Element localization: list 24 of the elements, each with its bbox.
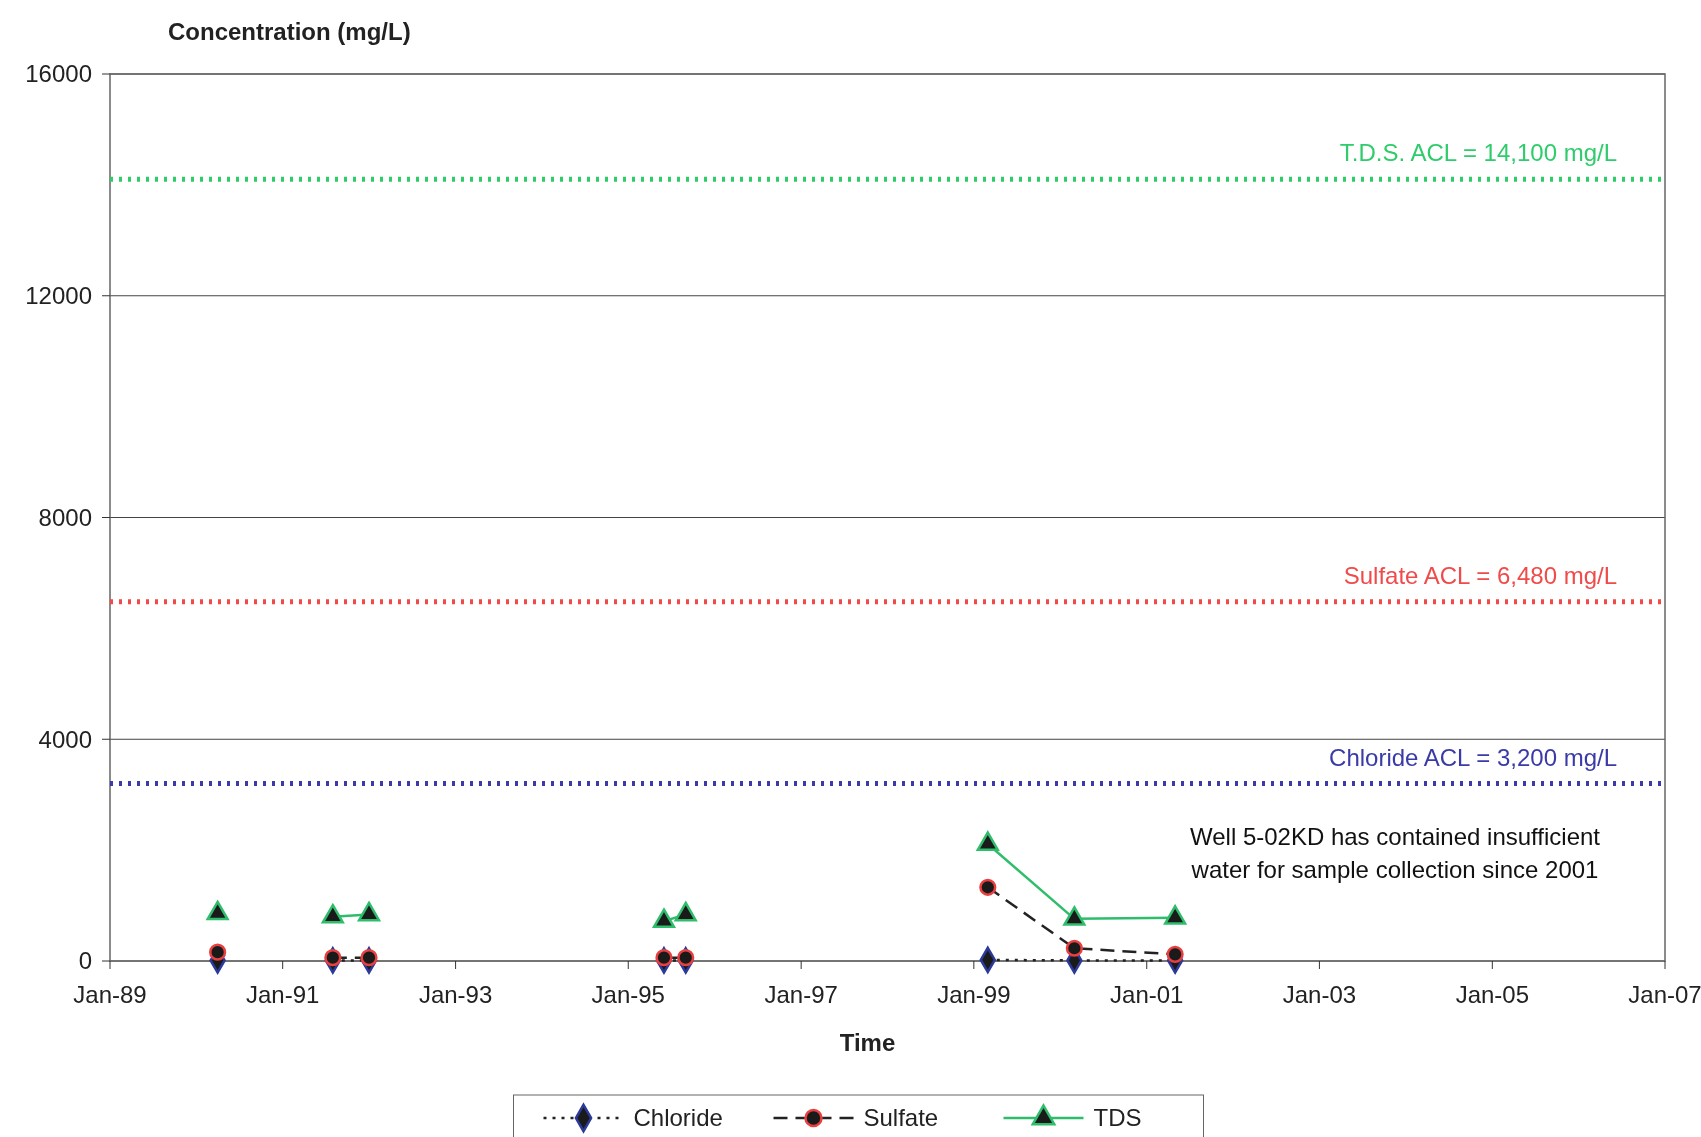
- ref-line-label: T.D.S. ACL = 14,100 mg/L: [1339, 139, 1617, 167]
- legend-label: Sulfate: [863, 1104, 939, 1132]
- x-tick-label: Jan-93: [418, 981, 493, 1008]
- x-tick-label: Jan-01: [1110, 981, 1184, 1008]
- x-tick-label: Jan-07: [1628, 981, 1701, 1008]
- legend-label: TDS: [1093, 1104, 1142, 1132]
- x-tick-label: Jan-89: [73, 981, 147, 1008]
- x-axis-title: Time: [839, 1029, 896, 1056]
- y-axis-title: Concentration (mg/L): [168, 18, 411, 45]
- y-tick-label: 12000: [25, 282, 92, 310]
- x-tick-label: Jan-99: [937, 981, 1011, 1008]
- x-tick-label: Jan-97: [764, 981, 838, 1008]
- annotation: Well 5-02KD has contained insufficient water for sample collection since 2001: [1189, 823, 1601, 883]
- ref-line-label: Sulfate ACL = 6,480 mg/L: [1343, 561, 1617, 589]
- y-tick-label: 8000: [38, 503, 92, 531]
- legend-label: Chloride: [633, 1104, 723, 1132]
- y-tick-label: 4000: [38, 725, 92, 753]
- x-tick-label: Jan-05: [1455, 981, 1530, 1008]
- y-tick-label: 16000: [25, 60, 92, 88]
- x-tick-label: Jan-91: [245, 981, 320, 1008]
- y-tick-label: 0: [78, 947, 92, 975]
- x-tick-label: Jan-95: [591, 981, 665, 1008]
- ref-line-label: Chloride ACL = 3,200 mg/L: [1329, 743, 1617, 771]
- x-tick-label: Jan-03: [1282, 981, 1357, 1008]
